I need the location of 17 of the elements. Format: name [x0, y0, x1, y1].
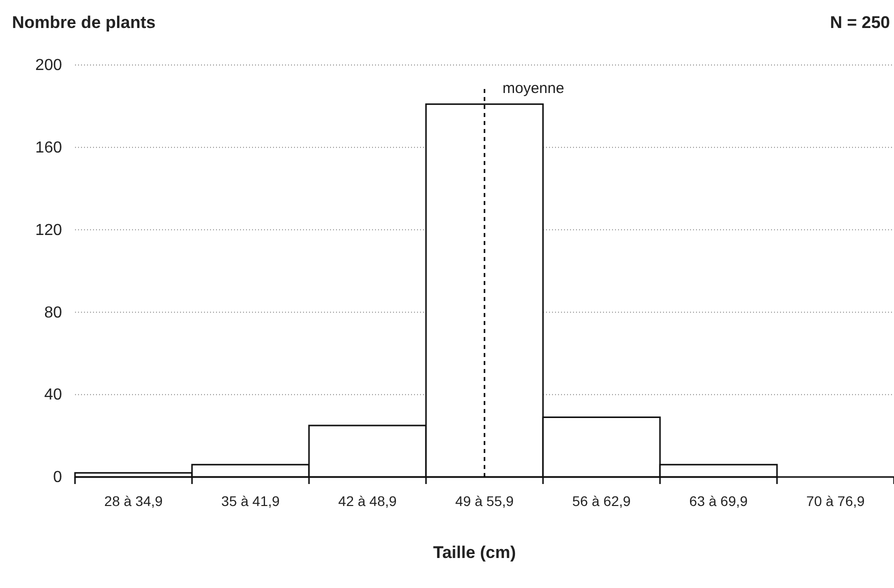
x-axis-title: Taille (cm) — [433, 543, 516, 562]
x-tick-label: 70 à 76,9 — [806, 493, 865, 509]
x-tick-label: 49 à 55,9 — [455, 493, 514, 509]
y-tick-label: 200 — [35, 57, 62, 74]
x-tick-label: 28 à 34,9 — [104, 493, 163, 509]
chart-title: Nombre de plants — [12, 13, 156, 32]
y-tick-label: 40 — [44, 386, 62, 404]
x-tick-label: 63 à 69,9 — [689, 493, 748, 509]
x-tick-label: 35 à 41,9 — [221, 493, 280, 509]
x-tick-label: 56 à 62,9 — [572, 493, 631, 509]
ref-line-label: moyenne — [502, 80, 564, 97]
y-tick-label: 0 — [53, 469, 62, 486]
text: N = 250 — [830, 13, 890, 32]
y-tick-label: 120 — [35, 222, 62, 239]
y-tick-label: 80 — [44, 304, 62, 322]
x-tick-label: 42 à 48,9 — [338, 493, 397, 509]
y-tick-label: 160 — [35, 140, 62, 157]
